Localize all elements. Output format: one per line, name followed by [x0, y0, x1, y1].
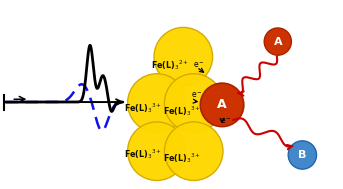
Circle shape — [264, 28, 292, 55]
Text: B: B — [298, 150, 307, 160]
Circle shape — [164, 122, 223, 180]
Text: e$^-$: e$^-$ — [191, 91, 202, 100]
Circle shape — [154, 27, 213, 86]
Text: A: A — [217, 98, 227, 111]
Text: Fe(L)$_3$$^{3+}$: Fe(L)$_3$$^{3+}$ — [123, 147, 162, 161]
Text: A: A — [273, 37, 282, 46]
Circle shape — [288, 141, 317, 169]
Circle shape — [164, 74, 223, 132]
Text: Fe(L)$_3$$^{3+}$: Fe(L)$_3$$^{3+}$ — [163, 151, 201, 165]
Text: e$^-$: e$^-$ — [193, 60, 205, 70]
Text: Fe(L)$_3$$^{2+}$: Fe(L)$_3$$^{2+}$ — [151, 58, 189, 72]
Circle shape — [200, 83, 244, 127]
Circle shape — [128, 122, 186, 180]
Text: e$^-$: e$^-$ — [220, 117, 232, 126]
Circle shape — [128, 74, 186, 132]
Text: Fe(L)$_3$$^{3+}$: Fe(L)$_3$$^{3+}$ — [163, 105, 201, 119]
Text: Fe(L)$_3$$^{3+}$: Fe(L)$_3$$^{3+}$ — [123, 101, 162, 115]
